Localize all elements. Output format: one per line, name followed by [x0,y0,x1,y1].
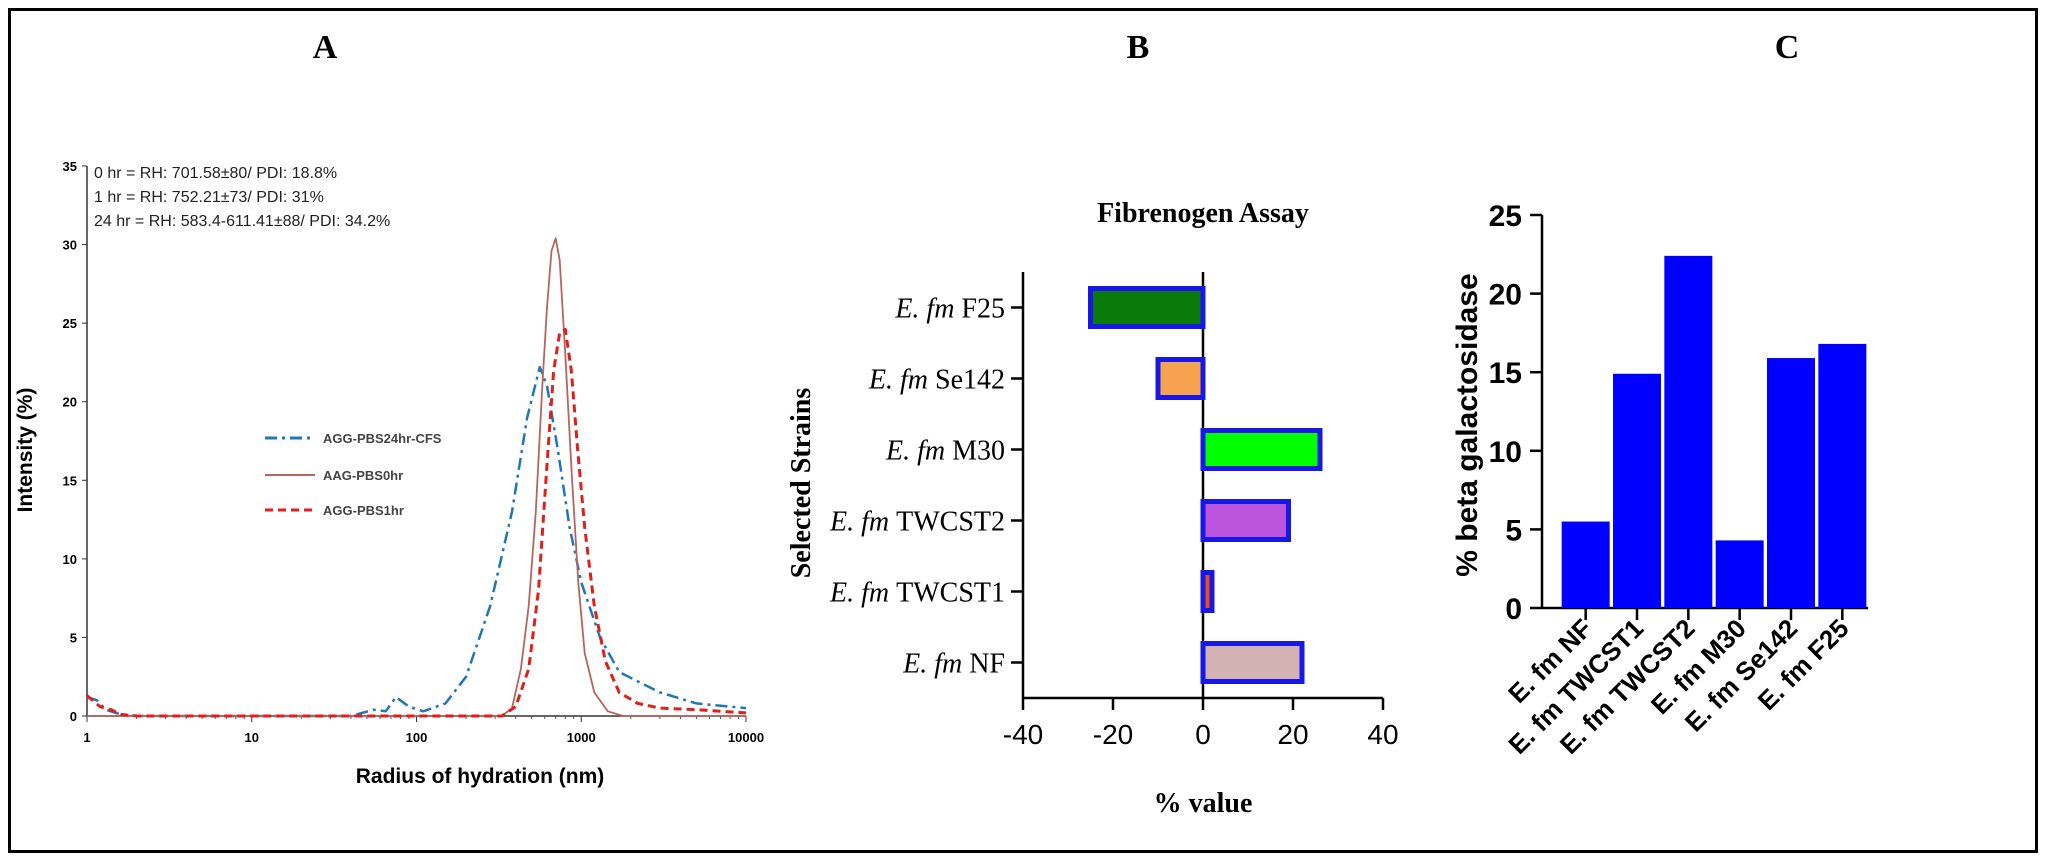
panel-a-annotation-1: 1 hr = RH: 752.21±73/ PDI: 31% [94,189,324,206]
panel-a-xtick-label: 1 [83,730,90,745]
panel-a-ytick-label: 20 [63,395,77,410]
series-line-1 [87,237,746,717]
panel-a-xtick-label: 10 [245,730,259,745]
panel-b-xtick-label: -20 [1093,719,1133,750]
bar-E-fm-Se142 [1767,358,1815,608]
bar-TWCST2 [1200,499,1291,542]
panel-a-ytick-label: 15 [63,473,77,488]
panel-c-ytick-label: 10 [1489,436,1522,469]
bar-E-fm-F25 [1818,343,1867,608]
panel-a-xlabel: Radius of hydration (nm) [356,765,605,788]
panel-a-ytick-label: 0 [70,709,77,724]
panel-b-bar-chart: Fibrenogen Assay % value Selected Strain… [786,198,1399,819]
bar-E-fm-TWCST1 [1613,373,1661,608]
panel-a-ytick-label: 30 [63,238,77,253]
panel-a-annotation-0: 0 hr = RH: 701.58±80/ PDI: 18.8% [94,165,337,182]
panel-a-line-chart: Intensity (%) Radius of hydration (nm) 0… [14,159,764,788]
series-line-0 [86,365,747,718]
panel-a-ytick-label: 35 [63,159,77,174]
panel-b-xlabel: % value [1154,788,1253,819]
panel-b-title: Fibrenogen Assay [1097,198,1309,229]
panel-a-ytick-label: 5 [70,630,77,645]
panel-b-xtick-label: -40 [1003,719,1043,750]
panel-a-legend: AGG-PBS24hr-CFS AAG-PBS0hr AGG-PBS1hr [265,431,442,518]
figure-border [8,8,2038,853]
legend-label-0hr: AAG-PBS0hr [323,468,403,483]
panel-a-ytick-label: 10 [63,552,77,567]
panel-c-ytick-label: 15 [1489,357,1522,390]
panel-label-b: B [1127,29,1150,66]
category-label-NF: E. fm NF [902,649,1005,680]
panel-c-ylabel: % beta galactosidase [1451,273,1484,576]
panel-b-xtick-label: 20 [1277,719,1308,750]
panel-c-ytick-label: 0 [1505,593,1522,626]
panel-a-annotation-2: 24 hr = RH: 583.4-611.41±88/ PDI: 34.2% [94,213,390,230]
bar-F25 [1088,286,1206,329]
panel-label-a: A [313,29,338,66]
series-line-2 [86,327,747,718]
category-label-TWCST2: E. fm TWCST2 [829,507,1005,538]
category-label-F25: E. fm F25 [894,294,1005,325]
bar-TWCST1 [1200,570,1215,613]
bar-Se142 [1155,357,1206,400]
bar-M30 [1200,428,1323,471]
panel-a-ylabel: Intensity (%) [14,388,37,513]
category-label-M30: E. fm M30 [885,436,1005,467]
category-label-TWCST1: E. fm TWCST1 [829,578,1005,609]
panel-b-xtick-label: 40 [1367,719,1398,750]
panel-a-ytick-label: 25 [63,316,77,331]
legend-label-1hr: AGG-PBS1hr [323,503,404,518]
panel-b-xtick-label: 0 [1195,719,1211,750]
bar-E-fm-TWCST2 [1664,255,1713,608]
bar-E-fm-M30 [1715,540,1764,608]
panel-a-xtick-label: 10000 [728,730,764,745]
panel-c-ytick-label: 25 [1489,200,1522,233]
panel-a-xtick-label: 1000 [567,730,596,745]
panel-b-ylabel: Selected Strains [786,388,817,579]
bar-NF [1200,641,1305,684]
legend-label-24hr: AGG-PBS24hr-CFS [323,431,442,446]
panel-label-c: C [1775,29,1800,66]
panel-a-xtick-label: 100 [406,730,428,745]
bar-E-fm-NF [1561,521,1610,608]
panel-c-ytick-label: 5 [1505,514,1522,547]
category-label-Se142: E. fm Se142 [868,365,1005,396]
panel-c-ytick-label: 20 [1489,279,1522,312]
